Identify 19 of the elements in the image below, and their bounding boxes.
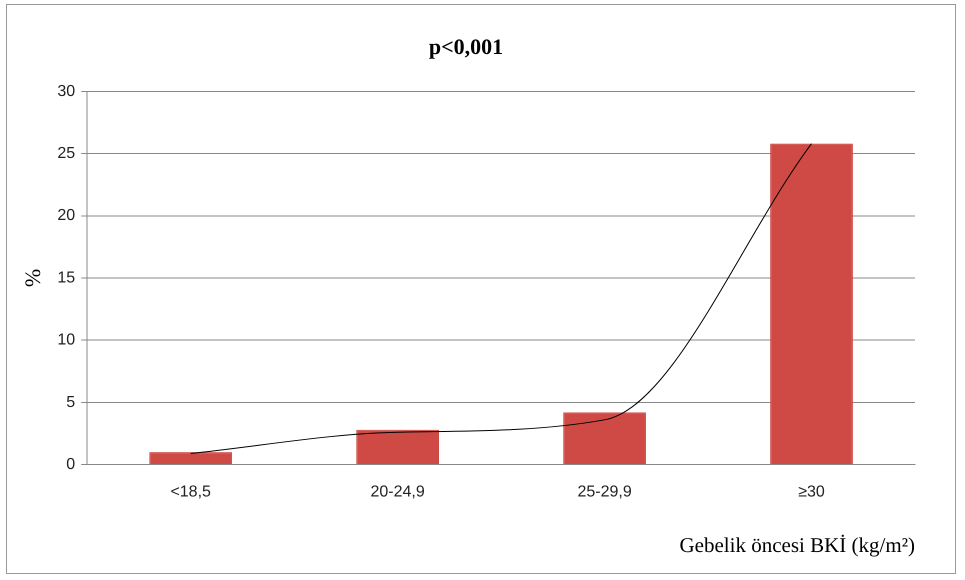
bar: [770, 144, 853, 464]
y-tick-label: 0: [66, 456, 76, 474]
y-tick-label: 5: [66, 394, 76, 411]
y-axis-title: %: [20, 268, 45, 288]
chart-title: p<0,001: [428, 34, 504, 59]
y-tick-label: 25: [57, 145, 76, 162]
x-tick-label: ≥30: [798, 484, 825, 501]
x-tick-label: 20-24,9: [370, 484, 425, 501]
x-tick-label: <18,5: [170, 484, 212, 501]
y-tick-label: 15: [57, 269, 76, 286]
y-tick-label: 30: [57, 82, 76, 100]
bar: [149, 452, 232, 464]
x-tick-label: 25-29,9: [577, 484, 632, 501]
bar: [563, 412, 646, 464]
line-series: [190, 143, 812, 454]
bar: [356, 430, 440, 464]
y-tick-label: 20: [57, 207, 76, 224]
x-axis-title: Gebelik öncesi BKİ (kg/m²): [680, 532, 915, 557]
y-tick-label: 10: [57, 332, 76, 349]
